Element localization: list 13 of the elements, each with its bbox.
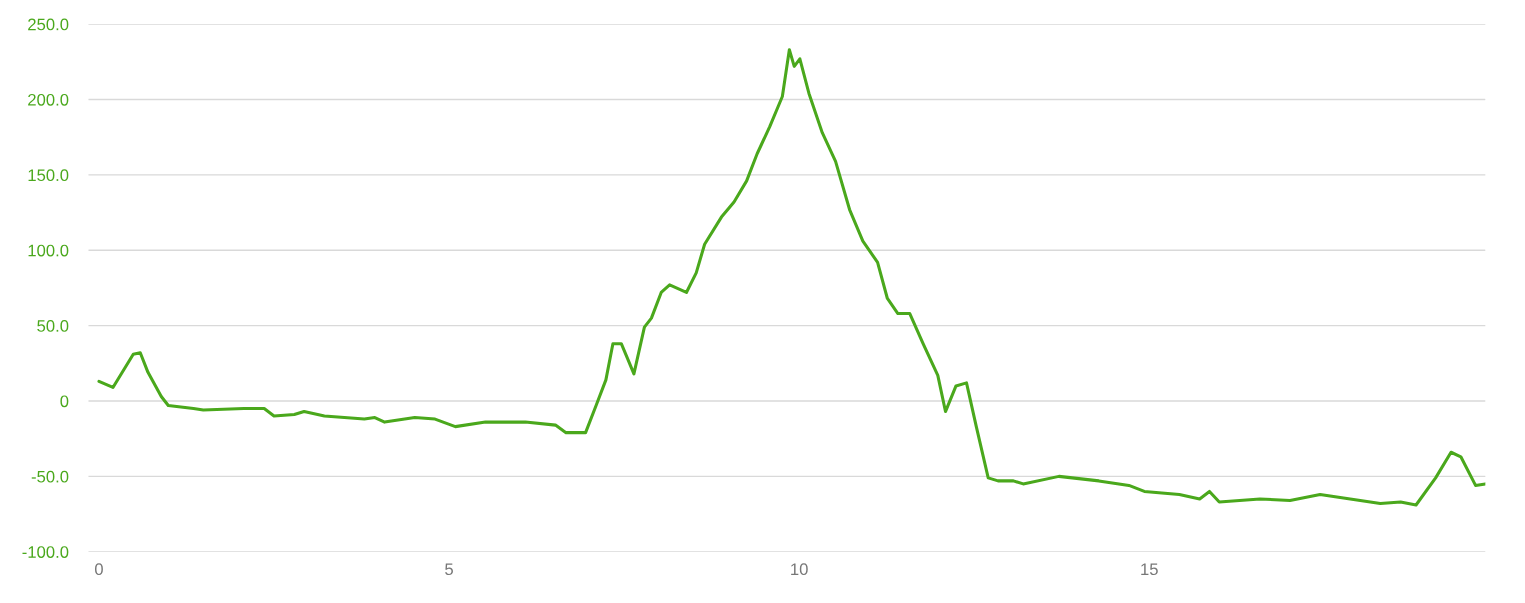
y-tick-label: -100.0 [22, 546, 69, 558]
y-tick-label: 200.0 [28, 93, 69, 106]
x-tick-label: 0 [94, 563, 103, 576]
x-tick-label: 15 [1141, 563, 1158, 576]
y-tick-label: 50.0 [37, 320, 69, 332]
x-tick-label: 5 [445, 563, 453, 576]
y-tick-label: 0 [60, 395, 69, 408]
y-tick-label: 250.0 [28, 18, 69, 31]
y-tick-label: 100.0 [28, 244, 69, 257]
line-series [97, 48, 1486, 507]
x-tick-label: 10 [791, 563, 808, 576]
y-tick-label: 150.0 [28, 169, 69, 182]
y-tick-label: -50.0 [31, 470, 69, 483]
